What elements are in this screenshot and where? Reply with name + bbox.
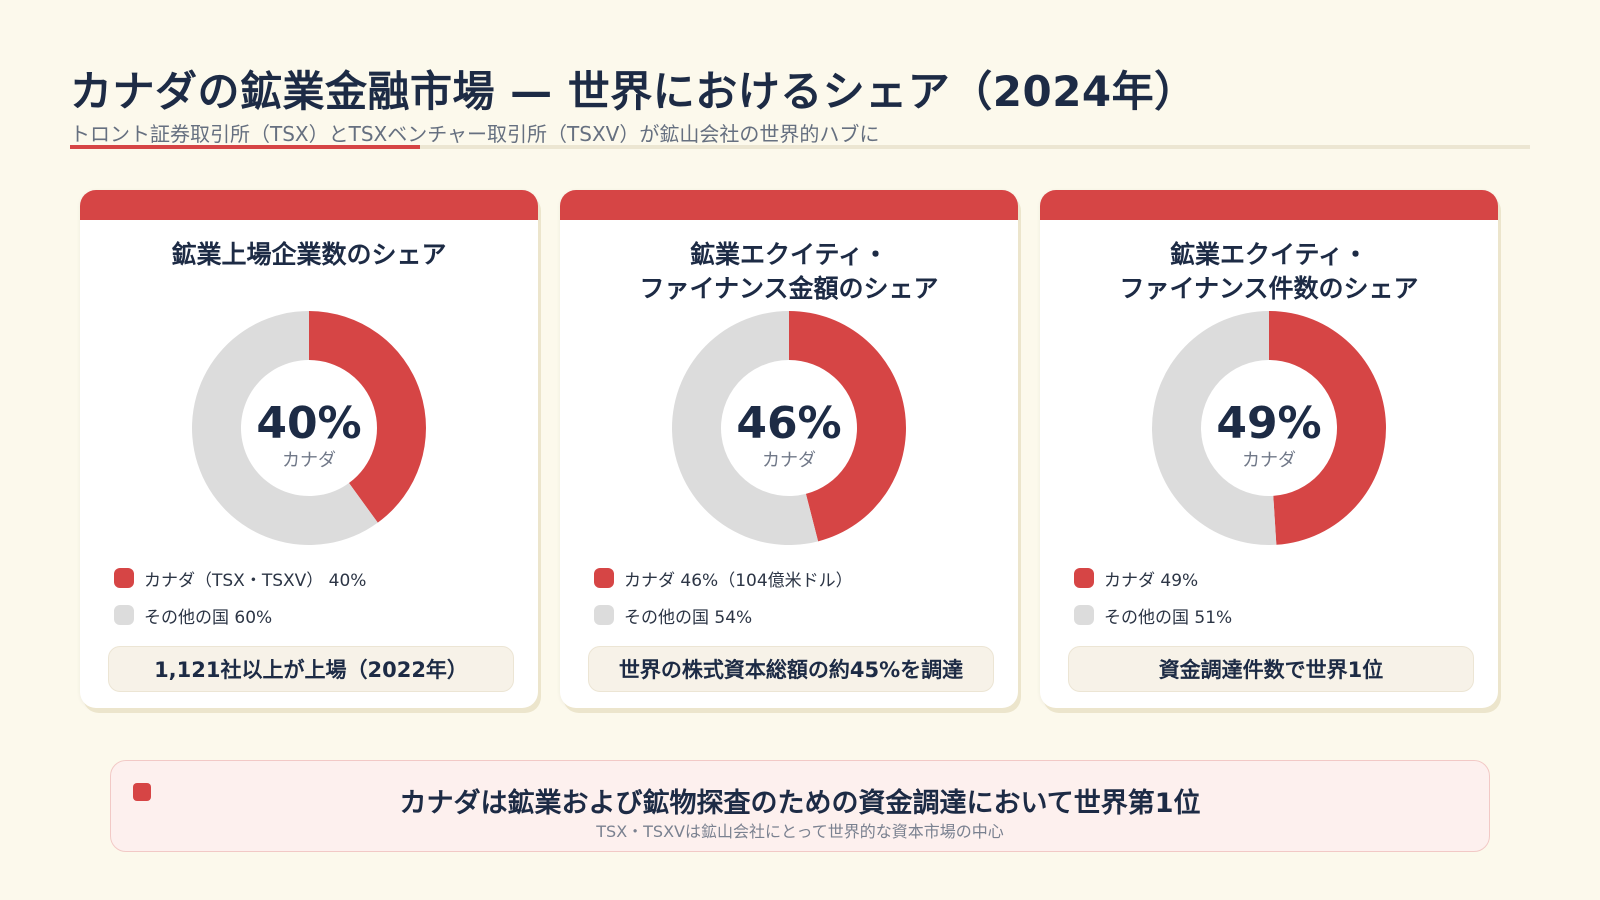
banner-marker-icon: [133, 783, 151, 801]
legend-swatch-other: [1074, 605, 1094, 625]
card-note: 1,121社以上が上場（2022年）: [108, 646, 514, 692]
legend-label: その他の国 54%: [624, 607, 753, 628]
page-title: カナダの鉱業金融市場 — 世界におけるシェア（2024年）: [70, 67, 1197, 116]
legend-swatch-other: [594, 605, 614, 625]
donut-center-label: カナダ: [1242, 450, 1296, 471]
donut-center-label: カナダ: [762, 450, 816, 471]
donut-center-value: 49%: [1216, 398, 1321, 449]
donut-slice-other: [192, 311, 378, 545]
chart-card-financing-amount: 鉱業エクイティ・ ファイナンス金額のシェア 46% カナダ カナダ 46%（104億…: [560, 190, 1018, 708]
title-underline: [70, 145, 1530, 149]
chart-title: 鉱業エクイティ・ ファイナンス金額のシェア: [639, 240, 939, 303]
chart-title: 鉱業エクイティ・ ファイナンス件数のシェア: [1119, 240, 1419, 303]
donut-center-value: 40%: [256, 398, 361, 449]
card-header-band: [80, 190, 538, 220]
chart-card-financing-count: 鉱業エクイティ・ ファイナンス件数のシェア 49% カナダ カナダ 49% その他の…: [1040, 190, 1498, 708]
donut-slice-canada: [309, 311, 426, 523]
card-header-band: [560, 190, 1018, 220]
donut-slice-canada: [1269, 311, 1386, 545]
summary-banner: カナダは鉱業および鉱物探査のための資金調達において世界第1位 TSX・TSXVは…: [110, 760, 1490, 852]
legend-item-other: その他の国 60%: [114, 603, 273, 628]
legend-label: カナダ 49%: [1104, 570, 1199, 591]
donut-center-label: カナダ: [282, 450, 336, 471]
banner-subtext: TSX・TSXVは鉱山会社にとって世界的な資本市場の中心: [596, 822, 1004, 841]
legend-label: その他の国 51%: [1104, 607, 1233, 628]
chart-card-listed-companies: 鉱業上場企業数のシェア 40% カナダ カナダ（TSX・TSXV） 40% その他…: [80, 190, 538, 708]
legend-swatch-other: [114, 605, 134, 625]
donut-chart: 40%カナダ: [192, 311, 426, 545]
legend-label: カナダ（TSX・TSXV） 40%: [144, 570, 367, 591]
donut-center-value: 46%: [736, 398, 841, 449]
legend-swatch-canada: [1074, 568, 1094, 588]
legend-item-canada: カナダ（TSX・TSXV） 40%: [114, 566, 367, 591]
page-subtitle: トロント証券取引所（TSX）とTSXベンチャー取引所（TSXV）が鉱山会社の世界…: [70, 122, 880, 146]
legend-item-other: その他の国 51%: [1074, 603, 1233, 628]
donut-slice-canada: [789, 311, 907, 542]
card-note: 資金調達件数で世界1位: [1068, 646, 1474, 692]
chart-title: 鉱業上場企業数のシェア: [171, 240, 447, 269]
legend-item-canada: カナダ 46%（104億米ドル）: [594, 566, 853, 591]
donut-slice-other: [1151, 311, 1277, 545]
legend-swatch-canada: [114, 568, 134, 588]
card-header-band: [1040, 190, 1498, 220]
legend-item-other: その他の国 54%: [594, 603, 753, 628]
donut-slice-other: [672, 311, 819, 545]
donut-chart: 46%カナダ: [672, 311, 907, 545]
legend-label: その他の国 60%: [144, 607, 273, 628]
donut-chart: 49%カナダ: [1151, 311, 1386, 545]
legend-label: カナダ 46%（104億米ドル）: [624, 570, 853, 591]
card-note: 世界の株式資本総額の約45%を調達: [588, 646, 994, 692]
legend-swatch-canada: [594, 568, 614, 588]
title-underline-accent: [70, 145, 420, 149]
legend-item-canada: カナダ 49%: [1074, 566, 1199, 591]
banner-headline: カナダは鉱業および鉱物探査のための資金調達において世界第1位: [399, 788, 1201, 819]
